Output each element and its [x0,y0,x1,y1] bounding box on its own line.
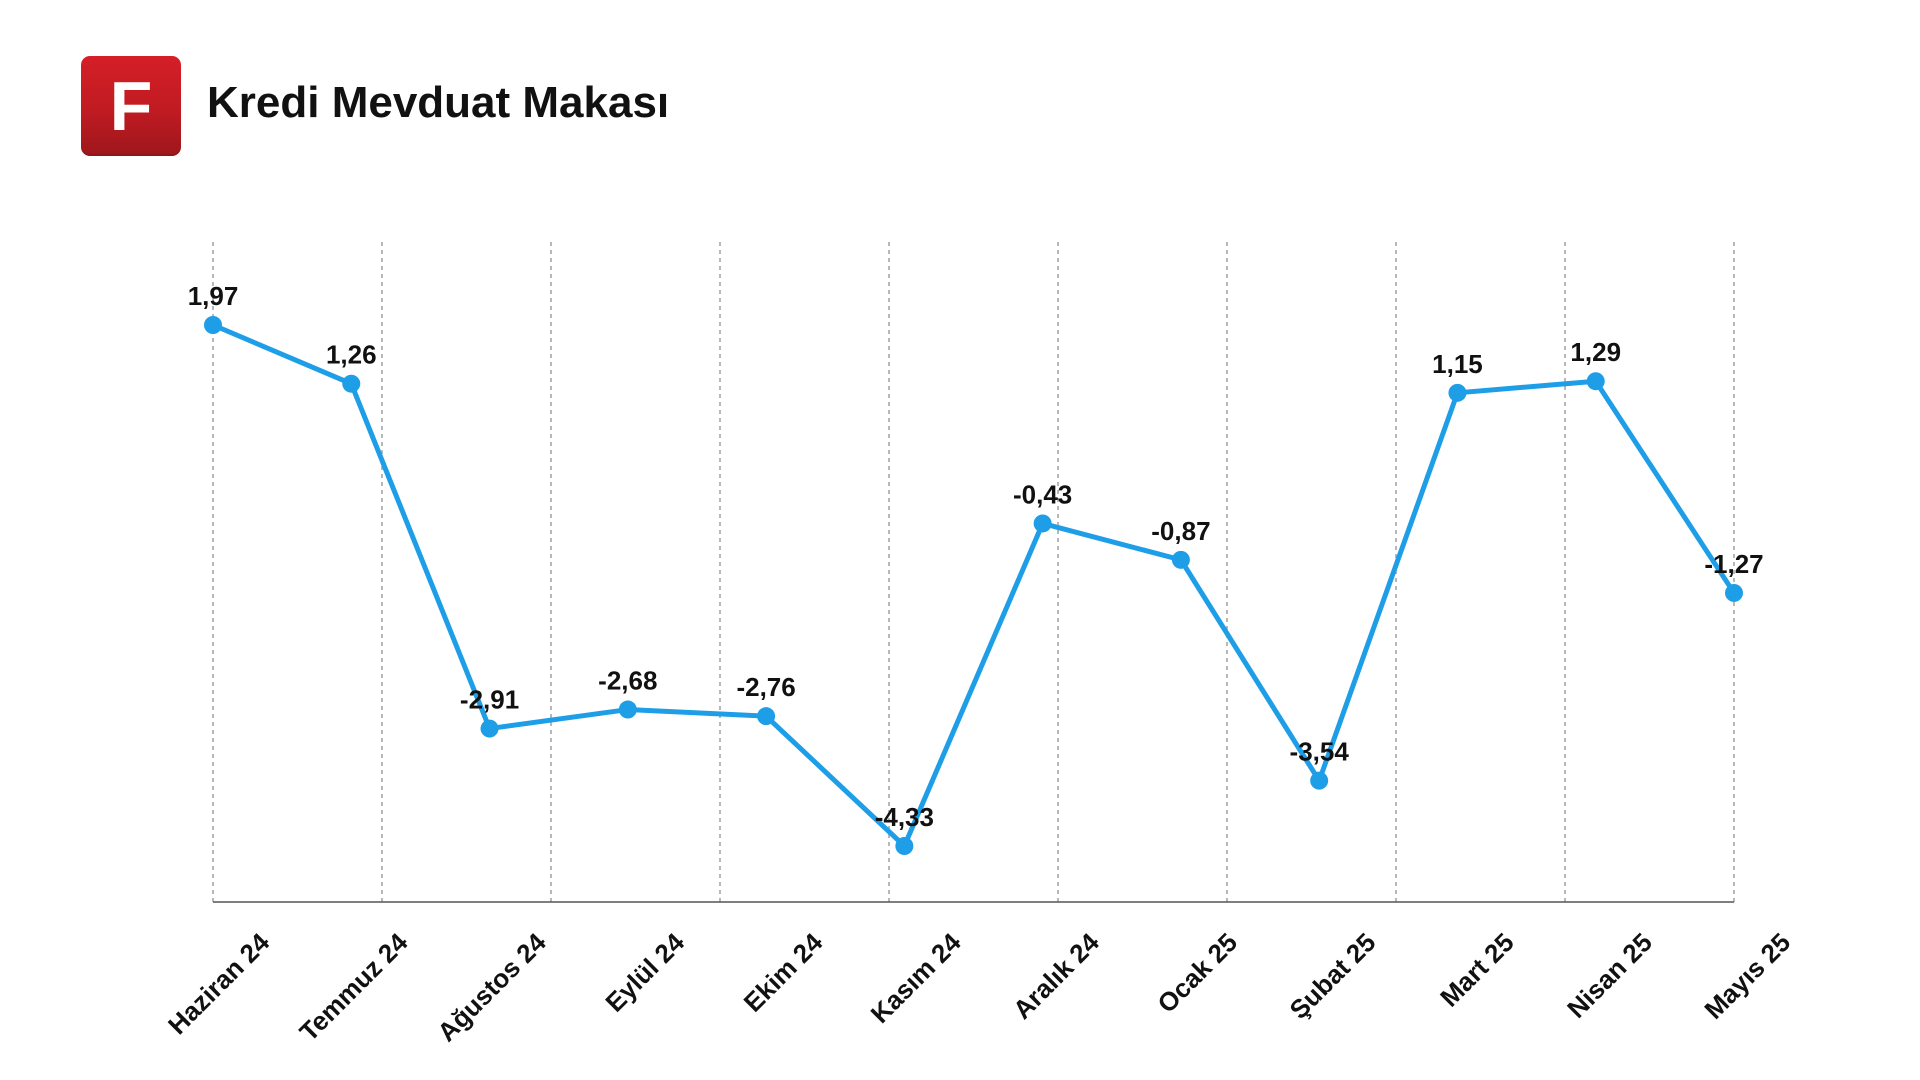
x-tick-label: Eylül 24 [599,927,690,1018]
data-label: -2,76 [736,672,795,702]
data-label: 1,15 [1432,349,1483,379]
data-point [618,700,637,719]
data-label: 1,97 [188,281,239,311]
data-point [1033,514,1052,533]
series-line [210,322,1737,849]
data-point [342,374,361,393]
data-point [1586,372,1605,391]
data-point [480,719,499,738]
brand-logo: F [81,56,181,156]
data-label: -2,68 [598,666,657,696]
data-point [1310,771,1329,790]
data-label: -3,54 [1290,737,1350,767]
data-point [1725,583,1743,602]
data-point [757,707,776,726]
data-point [204,316,222,334]
data-label: -0,87 [1151,516,1210,546]
x-tick-label: Haziran 24 [162,927,276,1041]
x-tick-label: Kasım 24 [865,927,967,1029]
data-label: 1,29 [1570,337,1621,367]
x-tick-label: Mart 25 [1434,927,1520,1013]
x-tick-label: Ağustos 24 [431,927,552,1048]
x-tick-label: Nisan 25 [1561,927,1658,1024]
x-tick-label: Ekim 24 [738,927,829,1018]
x-tick-label: Ocak 25 [1151,927,1243,1019]
data-label: -1,27 [1704,549,1763,579]
x-tick-label: Temmuz 24 [294,927,414,1047]
x-tick-label: Aralık 24 [1007,927,1105,1025]
data-point [1171,550,1190,569]
logo-letter: F [109,67,153,145]
data-label: -2,91 [460,685,519,715]
data-point [895,837,914,855]
data-label: -0,43 [1013,479,1072,509]
data-point [1448,383,1467,402]
data-label: 1,26 [326,340,377,370]
chart-title: Kredi Mevduat Makası [207,78,670,127]
x-tick-label: Mayıs 25 [1698,927,1796,1025]
x-tick-label: Şubat 25 [1284,927,1382,1025]
data-label: -4,33 [875,802,934,832]
